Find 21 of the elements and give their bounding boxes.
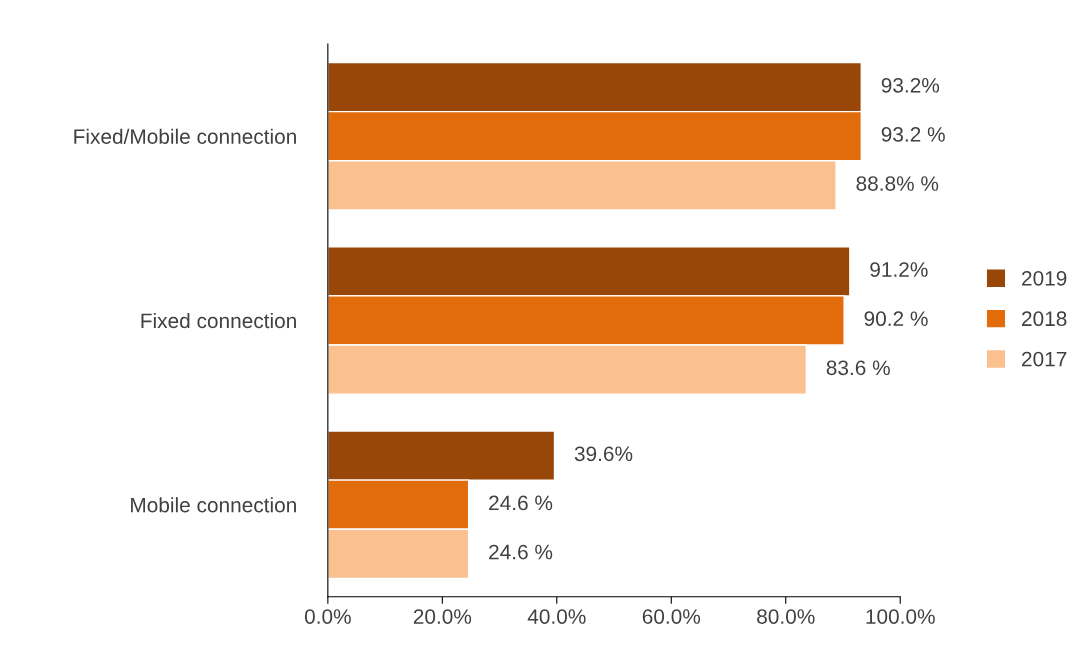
x-tick-label: 80.0% bbox=[757, 609, 815, 624]
legend-label: 2018 bbox=[1022, 311, 1067, 327]
legend-label: 2019 bbox=[1022, 270, 1067, 286]
data-label: 93.2 % bbox=[881, 127, 945, 142]
x-tick-label: 60.0% bbox=[642, 609, 701, 624]
y-tick-label: Fixed/Mobile connection bbox=[74, 128, 296, 144]
data-label: 24.6 % bbox=[489, 544, 553, 560]
data-label: 24.6 % bbox=[489, 495, 553, 511]
y-tick-label: Mobile connection bbox=[131, 497, 296, 513]
x-tick-label: 100.0% bbox=[866, 609, 935, 624]
x-tick-label: 0.0% bbox=[304, 609, 351, 624]
x-tick-label: 20.0% bbox=[413, 609, 472, 624]
data-label: 39.6% bbox=[574, 446, 633, 462]
y-tick-label: Fixed connection bbox=[141, 312, 296, 329]
data-label: 90.2 % bbox=[864, 311, 928, 327]
data-label: 91.2% bbox=[870, 262, 928, 277]
data-label: 83.6 % bbox=[826, 360, 890, 376]
data-label: 88.8% % bbox=[856, 176, 939, 191]
x-tick-label: 40.0% bbox=[527, 609, 586, 624]
data-label: 93.2% bbox=[881, 77, 940, 93]
legend-label: 2017 bbox=[1022, 351, 1067, 367]
